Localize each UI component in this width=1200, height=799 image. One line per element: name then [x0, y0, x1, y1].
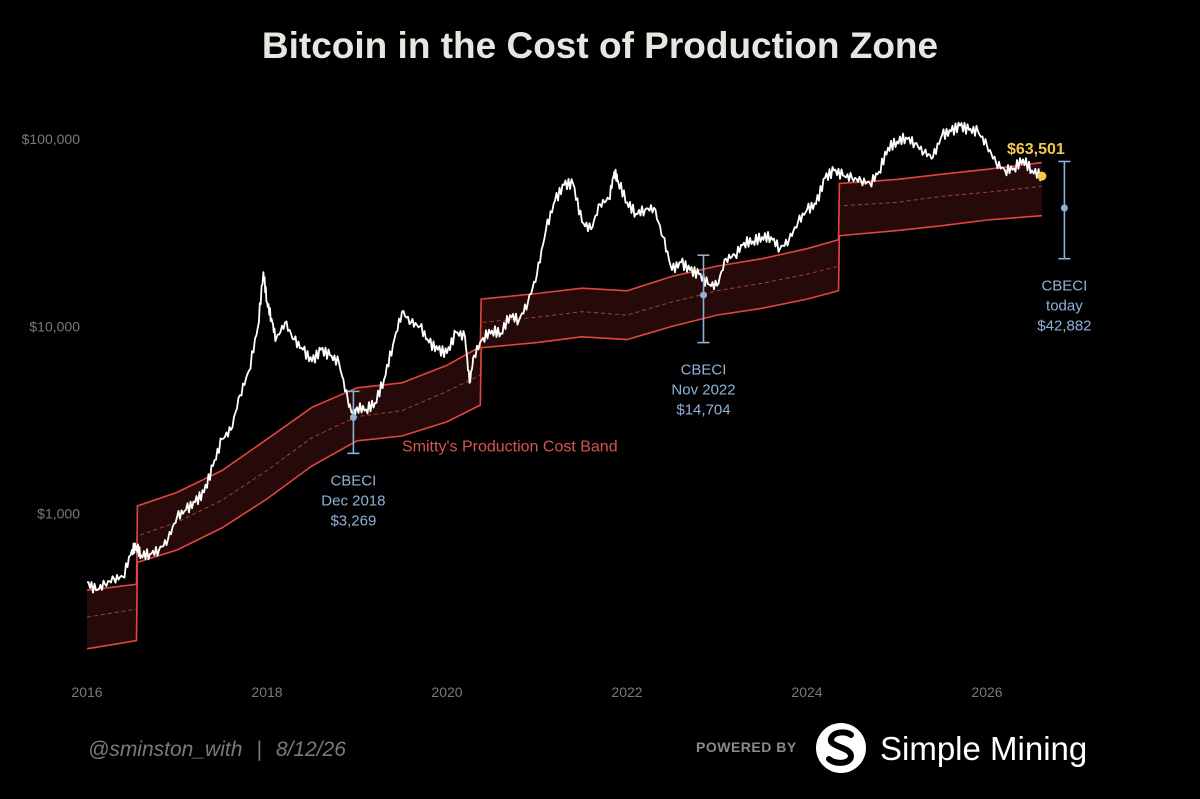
band-upper-line [86, 161, 1042, 592]
y-axis-ticks: $1,000 $10,000 $100,000 [22, 131, 81, 522]
price-line-group [86, 121, 1047, 594]
band-fill-area [87, 162, 1042, 649]
chart-title: Bitcoin in the Cost of Production Zone [262, 25, 938, 66]
cbeci-label-line: Dec 2018 [321, 492, 385, 509]
x-tick-label: 2018 [251, 684, 282, 700]
x-tick-label: 2016 [71, 684, 102, 700]
cbeci-label-line: $42,882 [1037, 318, 1091, 335]
footer-separator: | [256, 738, 261, 761]
band-mid-line [86, 185, 1042, 618]
cbeci-label-line: CBECI [1041, 278, 1087, 295]
cbeci-marker-1: CBECI Dec 2018 $3,269 [321, 390, 386, 529]
x-tick-label: 2022 [611, 684, 642, 700]
current-price-dot [1037, 171, 1047, 181]
footer: @sminston_with | 8/12/26 POWERED BY Simple… [88, 723, 1087, 773]
x-tick-label: 2024 [791, 684, 822, 700]
simple-mining-s-logo-icon [816, 723, 866, 773]
band-label: Smitty's Production Cost Band [402, 438, 618, 455]
production-cost-band [86, 161, 1042, 650]
footer-credit: @sminston_with | 8/12/26 [88, 738, 346, 761]
cbeci-label-line: CBECI [330, 472, 376, 489]
band-lower-line [86, 214, 1042, 650]
powered-by-label: POWERED BY [696, 739, 797, 755]
cbeci-marker-2: CBECI Nov 2022 $14,704 [671, 254, 736, 419]
x-axis-ticks: 2016 2018 2020 2022 2024 2026 [71, 684, 1002, 700]
x-tick-label: 2026 [971, 684, 1002, 700]
cbeci-label-line: today [1046, 298, 1083, 315]
x-tick-label: 2020 [431, 684, 462, 700]
cbeci-label-line: Nov 2022 [671, 382, 735, 399]
cbeci-point [1060, 204, 1068, 212]
y-tick-label: $100,000 [22, 131, 81, 147]
cbeci-marker-3: CBECI today $42,882 [1037, 160, 1092, 335]
cbeci-label-line: $3,269 [330, 512, 376, 529]
cbeci-label-line: $14,704 [676, 402, 730, 419]
brand-name: Simple Mining [880, 730, 1087, 767]
cbeci-point [700, 291, 707, 299]
y-tick-label: $1,000 [37, 506, 80, 522]
price-line [86, 121, 1043, 594]
cbeci-point [349, 413, 357, 421]
author-handle: @sminston_with [88, 738, 242, 761]
current-price-label: $63,501 [1007, 141, 1065, 158]
footer-date: 8/12/26 [276, 738, 346, 761]
y-tick-label: $10,000 [29, 318, 80, 334]
cbeci-label-line: CBECI [681, 362, 727, 379]
